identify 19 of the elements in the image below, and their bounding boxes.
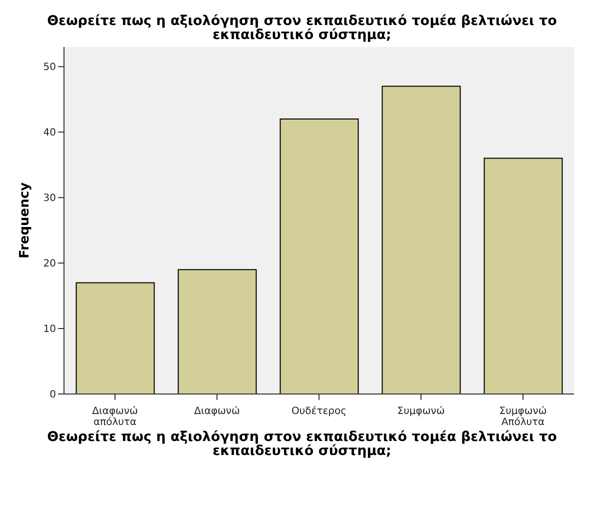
x-tick-label: Διαφωνώ απόλυτα	[92, 406, 138, 428]
y-tick-label: 20	[43, 258, 56, 270]
y-axis-title: Frequency	[18, 182, 33, 259]
y-tick-label: 10	[43, 324, 56, 336]
x-tick-label: Διαφωνώ	[194, 406, 240, 417]
x-tick-label: Συμφωνώ Απόλυτα	[499, 406, 547, 428]
x-tick-label: Ουδέτερος	[292, 406, 346, 417]
y-tick-label: 40	[43, 128, 56, 139]
y-tick-label: 50	[43, 62, 56, 74]
x-tick-label: Συμφωνώ	[397, 406, 445, 417]
y-tick-label: 0	[50, 390, 56, 401]
chart-title: Θεωρείτε πως η αξιολόγηση στον εκπαιδευτικό τομέα βελτιώνει το εκπαιδευτικό σύστημα;	[46, 12, 558, 44]
bar	[382, 86, 461, 394]
y-tick-label: 30	[43, 193, 56, 204]
bar	[76, 282, 155, 394]
x-axis-title: Θεωρείτε πως η αξιολόγηση στον εκπαιδευτικό τομέα βελτιώνει το εκπαιδευτικό σύστημα;	[46, 429, 558, 459]
bar	[484, 158, 563, 394]
bar	[280, 118, 359, 394]
bar	[178, 269, 257, 394]
